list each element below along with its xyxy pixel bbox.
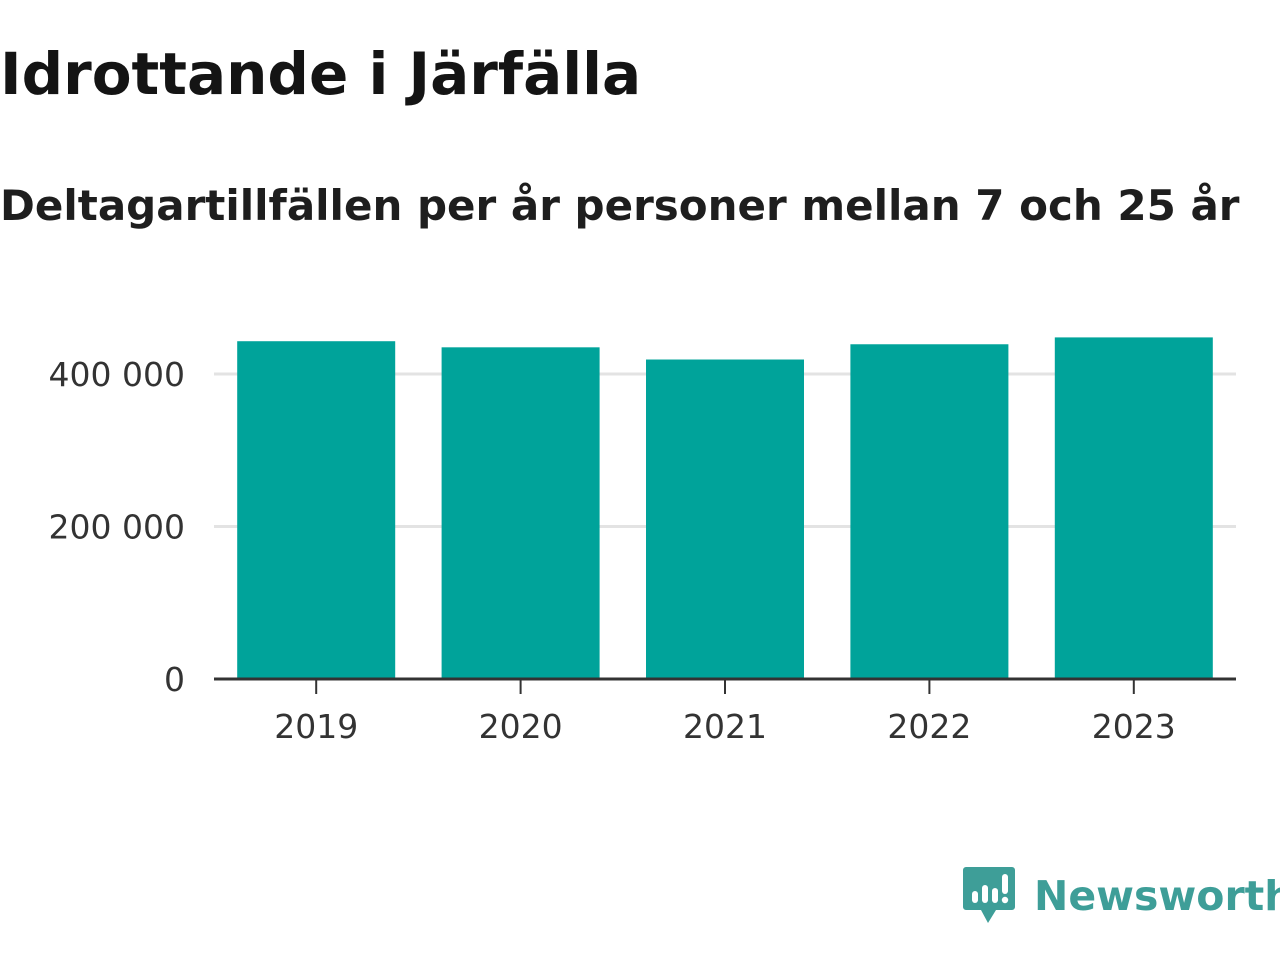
chart-title: Idrottande i Järfälla bbox=[0, 40, 642, 108]
bar-2023 bbox=[1054, 337, 1213, 679]
x-tick-label: 2023 bbox=[1092, 707, 1176, 746]
y-tick-label: 200 000 bbox=[49, 508, 185, 547]
bars bbox=[237, 337, 1213, 679]
newsworthy-logo-icon bbox=[963, 867, 1015, 923]
brand-name: Newsworthy bbox=[1034, 872, 1280, 920]
x-tick-label: 2019 bbox=[274, 707, 358, 746]
y-tick-label: 400 000 bbox=[49, 355, 185, 394]
bar-2019 bbox=[237, 341, 396, 679]
bar-2022 bbox=[850, 344, 1009, 679]
bar-chart: 0 200 000 400 000 2019 2020 2021 2022 2023 bbox=[49, 337, 1236, 746]
y-tick-label: 0 bbox=[164, 660, 185, 699]
bar-2021 bbox=[646, 359, 804, 679]
chart-subtitle: Deltagartillfällen per år personer mella… bbox=[0, 181, 1240, 230]
newsworthy-logo: Newsworthy bbox=[962, 864, 1280, 928]
x-tick-label: 2021 bbox=[683, 707, 767, 746]
axes: 0 200 000 400 000 2019 2020 2021 2022 2023 bbox=[49, 355, 1236, 746]
x-tick-label: 2020 bbox=[479, 707, 563, 746]
x-tick-label: 2022 bbox=[887, 707, 971, 746]
bar-2020 bbox=[441, 347, 600, 679]
